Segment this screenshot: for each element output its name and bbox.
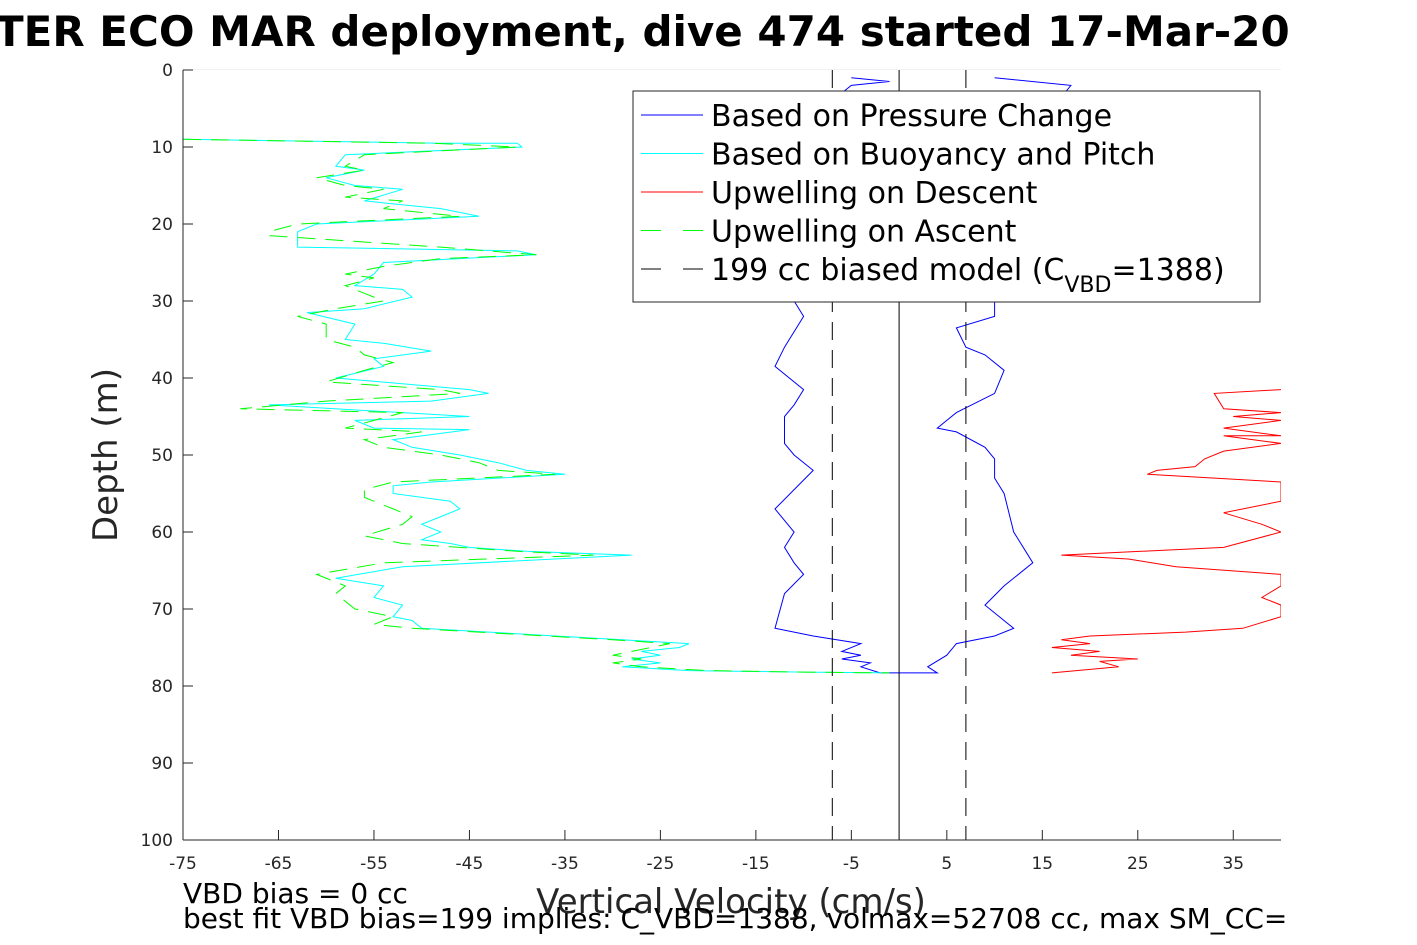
legend-entry: Upwelling on Ascent: [711, 215, 1017, 250]
y-tick-label: 0: [162, 61, 173, 81]
y-tick-label: 100: [141, 831, 173, 851]
legend-entry: 199 cc biased model (CVBD=1388): [711, 253, 1225, 298]
x-tick-label: 15: [1031, 854, 1053, 874]
tick-labels: -75 -65 -55 -45 -35 -25 -15 -5 5 15 25 350102030405…: [141, 61, 1245, 874]
y-tick-label: 20: [151, 215, 173, 235]
y-tick-label: 80: [151, 677, 173, 697]
legend-entry: Upwelling on Descent: [711, 176, 1038, 211]
footer-line-1: VBD bias = 0 cc: [183, 877, 408, 910]
axes: [182, 69, 1281, 841]
y-tick-label: 40: [151, 369, 173, 389]
x-tick-label: -5: [843, 854, 860, 874]
x-tick-label: -25: [647, 854, 675, 874]
x-tick-label: 25: [1127, 854, 1149, 874]
footer-line-2: best fit VBD bias=199 implies: C_VBD=138…: [183, 902, 1287, 935]
legend-entry: Based on Buoyancy and Pitch: [711, 138, 1155, 173]
x-tick-label: -75: [169, 854, 197, 874]
y-tick-label: 10: [151, 138, 173, 158]
legend-entry: Based on Pressure Change: [711, 99, 1112, 134]
y-tick-label: 30: [151, 292, 173, 312]
x-tick-label: 5: [941, 854, 952, 874]
y-tick-label: 90: [151, 754, 173, 774]
series-based-on-buoyancy-and-pitch: [183, 138, 890, 674]
x-axis-label: Vertical Velocity (cm/s): [536, 882, 926, 922]
y-tick-label: 60: [151, 523, 173, 543]
x-tick-label: -35: [551, 854, 579, 874]
series-upwelling-on-descent: [1051, 389, 1281, 674]
x-tick-label: -15: [742, 854, 770, 874]
x-tick-label: 35: [1222, 854, 1244, 874]
y-tick-label: 70: [151, 600, 173, 620]
chart-title: TER ECO MAR deployment, dive 474 started…: [0, 7, 1290, 56]
x-tick-label: -55: [360, 854, 388, 874]
y-axis-label: Depth (m): [86, 368, 126, 542]
legend-box: [632, 90, 1261, 303]
legend: Based on Pressure Change Based on Buoyanc…: [632, 90, 1261, 303]
x-tick-label: -65: [265, 854, 293, 874]
x-tick-label: -45: [456, 854, 484, 874]
y-tick-label: 50: [151, 446, 173, 466]
